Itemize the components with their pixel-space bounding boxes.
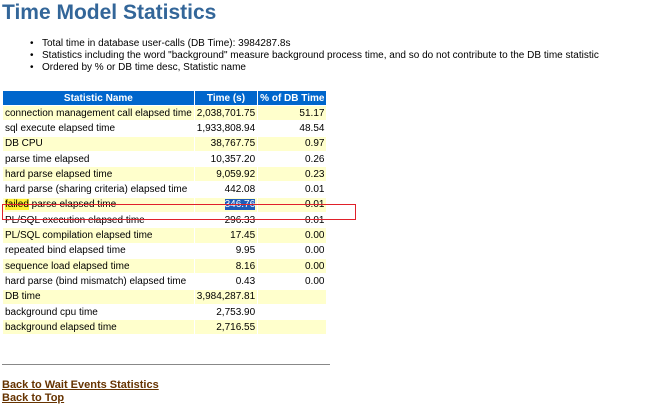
table-row: DB time 3,984,287.81 — [3, 289, 327, 304]
back-to-wait-events-link[interactable]: Back to Wait Events Statistics — [2, 379, 159, 391]
header-time: Time (s) — [194, 91, 258, 105]
statistic-name: sequence load elapsed time — [3, 258, 194, 274]
footer-links: Back to Wait Events Statistics Back to T… — [2, 379, 159, 404]
statistic-time[interactable]: 346.76 — [194, 197, 258, 213]
table-row: background cpu time 2,753.90 — [3, 304, 327, 320]
note-item: Ordered by % or DB time desc, Statistic … — [30, 62, 599, 74]
section-divider — [2, 364, 330, 365]
note-item: Total time in database user-calls (DB Ti… — [30, 38, 599, 50]
statistic-name: repeated bind elapsed time — [3, 243, 194, 258]
page-title: Time Model Statistics — [2, 1, 217, 24]
statistic-pct: 0.01 — [258, 182, 327, 197]
table-row-highlighted: failed parse elapsed time 346.76 0.01 — [3, 197, 327, 213]
statistic-time: 8.16 — [194, 258, 258, 274]
table-row: connection management call elapsed time … — [3, 106, 327, 121]
notes-list: Total time in database user-calls (DB Ti… — [30, 38, 599, 74]
statistic-pct: 0.00 — [258, 228, 327, 243]
table-header-row: Statistic Name Time (s) % of DB Time — [3, 91, 327, 105]
statistic-pct: 48.54 — [258, 121, 327, 136]
statistic-name: hard parse elapsed time — [3, 167, 194, 182]
note-item: Statistics including the word "backgroun… — [30, 50, 599, 62]
table-row: background elapsed time 2,716.55 — [3, 320, 327, 335]
statistic-time: 9,059.92 — [194, 167, 258, 182]
header-statistic-name: Statistic Name — [3, 91, 194, 105]
search-highlight: failed — [5, 199, 29, 211]
statistic-pct — [258, 289, 327, 304]
statistic-time: 2,038,701.75 — [194, 106, 258, 121]
table-row: repeated bind elapsed time 9.95 0.00 — [3, 243, 327, 258]
statistic-time: 1,933,808.94 — [194, 121, 258, 136]
statistic-time: 9.95 — [194, 243, 258, 258]
statistic-name: PL/SQL execution elapsed time — [3, 213, 194, 228]
statistic-pct: 0.01 — [258, 197, 327, 213]
statistic-name: parse time elapsed — [3, 151, 194, 167]
table-row: sql execute elapsed time 1,933,808.94 48… — [3, 121, 327, 136]
statistic-pct: 0.23 — [258, 167, 327, 182]
table-row: DB CPU 38,767.75 0.97 — [3, 136, 327, 151]
back-to-top-link[interactable]: Back to Top — [2, 391, 65, 404]
statistic-name: hard parse (bind mismatch) elapsed time — [3, 274, 194, 289]
statistic-time: 0.43 — [194, 274, 258, 289]
statistic-time: 2,716.55 — [194, 320, 258, 335]
statistic-name: failed parse elapsed time — [3, 197, 194, 213]
statistic-time: 2,753.90 — [194, 304, 258, 320]
table-row: hard parse elapsed time 9,059.92 0.23 — [3, 167, 327, 182]
statistic-name: DB time — [3, 289, 194, 304]
statistic-name: hard parse (sharing criteria) elapsed ti… — [3, 182, 194, 197]
statistic-pct: 0.01 — [258, 213, 327, 228]
statistic-time: 296.33 — [194, 213, 258, 228]
table-row: PL/SQL compilation elapsed time 17.45 0.… — [3, 228, 327, 243]
statistic-pct: 0.00 — [258, 274, 327, 289]
table-row: hard parse (bind mismatch) elapsed time … — [3, 274, 327, 289]
statistic-time: 38,767.75 — [194, 136, 258, 151]
statistic-pct: 0.97 — [258, 136, 327, 151]
statistic-name-rest: parse elapsed time — [28, 199, 117, 211]
statistic-name: sql execute elapsed time — [3, 121, 194, 136]
statistic-time: 10,357.20 — [194, 151, 258, 167]
statistic-name: connection management call elapsed time — [3, 106, 194, 121]
statistic-time: 442.08 — [194, 182, 258, 197]
time-model-table: Statistic Name Time (s) % of DB Time con… — [2, 90, 327, 335]
table-row: hard parse (sharing criteria) elapsed ti… — [3, 182, 327, 197]
statistic-pct — [258, 320, 327, 335]
statistic-name: background cpu time — [3, 304, 194, 320]
table-row: parse time elapsed 10,357.20 0.26 — [3, 151, 327, 167]
table-row: PL/SQL execution elapsed time 296.33 0.0… — [3, 213, 327, 228]
statistic-name: background elapsed time — [3, 320, 194, 335]
selected-text[interactable]: 346.76 — [224, 199, 256, 211]
table-row: sequence load elapsed time 8.16 0.00 — [3, 258, 327, 274]
statistic-pct: 51.17 — [258, 106, 327, 121]
statistic-pct: 0.00 — [258, 258, 327, 274]
header-pct-db-time: % of DB Time — [258, 91, 327, 105]
statistic-name: PL/SQL compilation elapsed time — [3, 228, 194, 243]
statistic-time: 17.45 — [194, 228, 258, 243]
statistic-pct: 0.26 — [258, 151, 327, 167]
statistic-pct: 0.00 — [258, 243, 327, 258]
statistic-name: DB CPU — [3, 136, 194, 151]
statistic-pct — [258, 304, 327, 320]
statistic-time: 3,984,287.81 — [194, 289, 258, 304]
